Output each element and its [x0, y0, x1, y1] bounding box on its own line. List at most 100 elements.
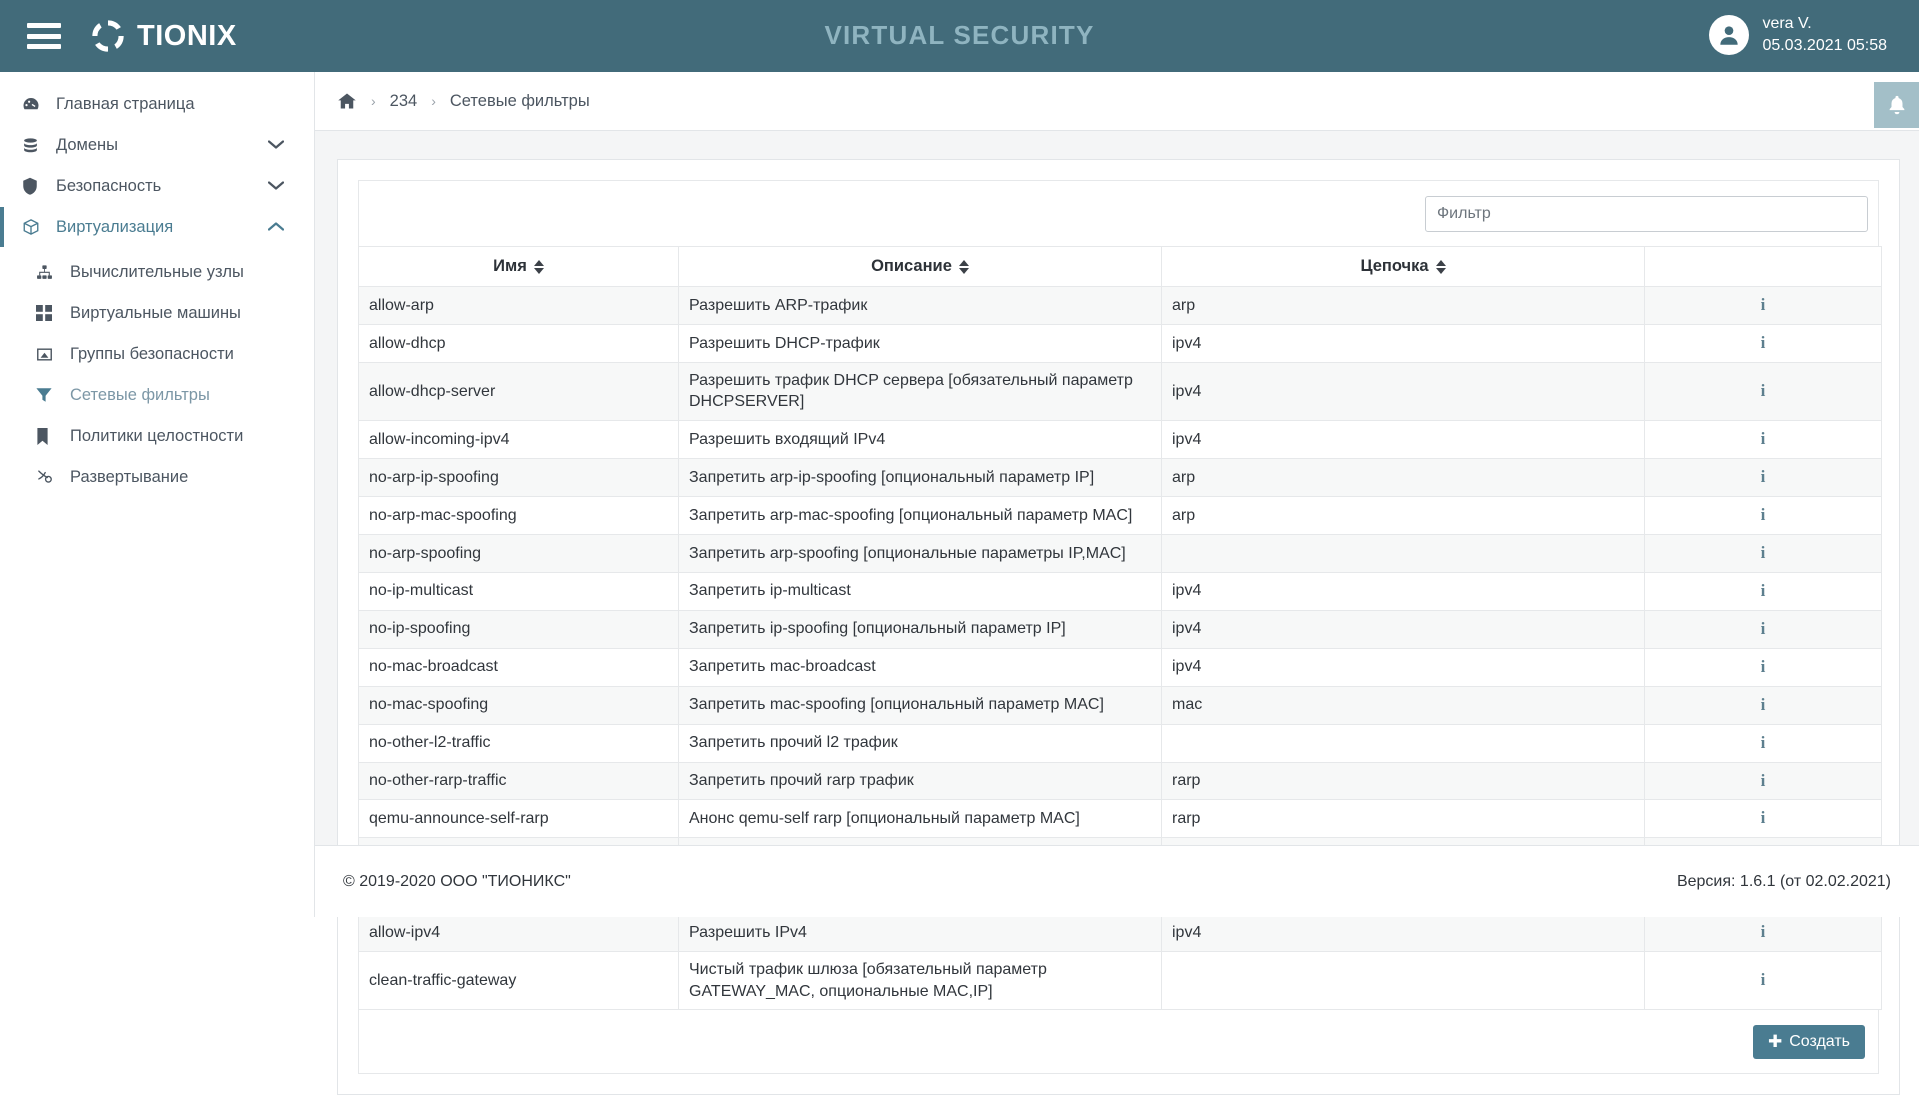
chevron-down-icon[interactable] [267, 177, 285, 196]
sidebar-item-virtual-machines[interactable]: Виртуальные машины [0, 293, 314, 333]
info-icon[interactable]: i [1760, 970, 1766, 990]
info-icon[interactable]: i [1760, 381, 1766, 400]
table-row[interactable]: allow-dhcp-server Разрешить трафик DHCP с… [358, 361, 1882, 422]
info-icon[interactable]: i [1760, 429, 1766, 449]
cell-actions: i [1644, 685, 1882, 725]
cell-chain: arp [1161, 495, 1645, 535]
table-row[interactable]: no-mac-spoofing Запретить mac-spoofing [о… [358, 685, 1882, 725]
sidebar-item-deployment[interactable]: Развертывание [0, 457, 314, 497]
table-row[interactable]: allow-ipv4 Разрешить IPv4 ipv4 i [358, 913, 1882, 953]
table-row[interactable]: allow-arp Разрешить ARP-трафик arp i [358, 286, 1882, 325]
brand-logo[interactable]: TIONIX [89, 17, 237, 55]
sitemap-icon [36, 263, 60, 281]
table-row[interactable]: no-arp-mac-spoofing Запретить arp-mac-spo… [358, 495, 1882, 535]
cell-name: no-ip-spoofing [358, 609, 679, 649]
cell-actions: i [1644, 571, 1882, 611]
cell-name: no-other-rarp-traffic [358, 761, 679, 801]
cell-name: no-other-l2-traffic [358, 723, 679, 763]
cell-name: no-mac-spoofing [358, 685, 679, 725]
sidebar-item-label: Группы безопасности [70, 344, 234, 363]
info-icon[interactable]: i [1760, 656, 1766, 676]
cell-chain: ipv4 [1161, 361, 1645, 422]
cell-description: Запретить arp-ip-spoofing [опциональный … [678, 458, 1162, 497]
cell-actions: i [1644, 495, 1882, 535]
sidebar-item-compute-nodes[interactable]: Вычислительные узлы [0, 252, 314, 292]
sidebar-item-integrity-policies[interactable]: Политики целостности [0, 416, 314, 456]
sidebar-item-home[interactable]: Главная страница [0, 84, 314, 124]
sidebar-item-virtualization[interactable]: Виртуализация [0, 207, 314, 247]
create-button[interactable]: ✚ Создать [1752, 1024, 1865, 1059]
cell-actions: i [1644, 361, 1882, 422]
footer-copyright: © 2019-2020 ООО "ТИОНИКС" [343, 872, 571, 890]
table-row[interactable]: no-arp-ip-spoofing Запретить arp-ip-spoof… [358, 458, 1882, 497]
column-header-actions [1644, 246, 1882, 287]
info-icon[interactable]: i [1760, 770, 1766, 790]
cell-chain: rarp [1161, 761, 1645, 801]
filter-input[interactable] [1425, 195, 1868, 232]
grid-icon [36, 304, 60, 322]
session-datetime: 05.03.2021 05:58 [1762, 36, 1887, 54]
info-icon[interactable]: i [1760, 467, 1766, 486]
create-button-label: Создать [1789, 1032, 1850, 1050]
table-row[interactable]: no-mac-broadcast Запретить mac-broadcast i… [358, 647, 1882, 687]
chevron-up-icon[interactable] [267, 218, 285, 237]
security-group-icon [36, 345, 60, 363]
cell-actions: i [1644, 286, 1882, 325]
sort-icon[interactable] [958, 259, 969, 274]
table-row[interactable]: no-ip-multicast Запретить ip-multicast ipv… [358, 571, 1882, 611]
breadcrumb-project[interactable]: 234 [389, 91, 418, 110]
cell-actions: i [1644, 609, 1882, 649]
sidebar-item-security-groups[interactable]: Группы безопасности [0, 334, 314, 374]
cell-name: allow-ipv4 [358, 913, 679, 953]
sidebar-item-label: Политики целостности [70, 426, 244, 445]
info-icon[interactable]: i [1760, 618, 1766, 638]
info-icon[interactable]: i [1760, 694, 1766, 714]
sidebar-item-network-filters[interactable]: Сетевые фильтры [0, 375, 314, 415]
chevron-down-icon[interactable] [267, 136, 285, 155]
cell-description: Разрешить ARP-трафик [678, 286, 1162, 325]
table-row[interactable]: no-other-rarp-traffic Запретить прочий ra… [358, 761, 1882, 801]
bookmark-icon [36, 427, 60, 445]
cell-description: Разрешить IPv4 [678, 913, 1162, 953]
table-row[interactable]: no-arp-spoofing Запретить arp-spoofing [о… [358, 533, 1882, 573]
column-header-label: Цепочка [1360, 257, 1429, 275]
table-actions-bar: ✚ Создать [358, 1010, 1879, 1075]
table-row[interactable]: qemu-announce-self-rarp Анонс qemu-self r… [358, 799, 1882, 839]
breadcrumb-current: Сетевые фильтры [449, 91, 590, 110]
table-row[interactable]: no-ip-spoofing Запретить ip-spoofing [опц… [358, 609, 1882, 649]
info-icon[interactable]: i [1760, 542, 1766, 562]
hamburger-menu-icon[interactable] [27, 23, 61, 49]
sidebar-item-security[interactable]: Безопасность [0, 166, 314, 206]
filter-icon [36, 386, 60, 404]
footer-version: Версия: 1.6.1 (от 02.02.2021) [1676, 872, 1891, 890]
user-menu[interactable]: vera V. 05.03.2021 05:58 [1709, 13, 1887, 56]
cell-name: clean-traffic-gateway [358, 951, 679, 1011]
info-icon[interactable]: i [1760, 295, 1766, 314]
column-header-chain[interactable]: Цепочка [1161, 246, 1645, 287]
sidebar-item-domains[interactable]: Домены [0, 125, 314, 165]
sort-icon[interactable] [1435, 259, 1446, 274]
table-row[interactable]: allow-dhcp Разрешить DHCP-трафик ipv4 i [358, 323, 1882, 363]
info-icon[interactable]: i [1760, 732, 1766, 752]
info-icon[interactable]: i [1760, 922, 1766, 942]
home-icon[interactable] [337, 91, 357, 111]
info-icon[interactable]: i [1760, 808, 1766, 828]
table-row[interactable]: allow-incoming-ipv4 Разрешить входящий IP… [358, 420, 1882, 459]
sidebar-item-label: Виртуализация [56, 217, 174, 236]
info-icon[interactable]: i [1760, 332, 1766, 352]
cell-actions: i [1644, 647, 1882, 687]
info-icon[interactable]: i [1760, 580, 1766, 600]
sidebar-item-label: Виртуальные машины [70, 303, 241, 322]
info-icon[interactable]: i [1760, 504, 1766, 524]
table-row[interactable]: clean-traffic-gateway Чистый трафик шлюза… [358, 951, 1882, 1011]
column-header-name[interactable]: Имя [358, 246, 679, 287]
bell-icon[interactable] [1874, 82, 1919, 128]
cell-description: Чистый трафик шлюза [обязательный параме… [678, 951, 1162, 1011]
column-header-description[interactable]: Описание [678, 246, 1162, 287]
cell-name: no-arp-mac-spoofing [358, 495, 679, 535]
cell-chain: ipv4 [1161, 913, 1645, 953]
cell-chain: ipv4 [1161, 420, 1645, 459]
table-row[interactable]: no-other-l2-traffic Запретить прочий l2 т… [358, 723, 1882, 763]
sort-icon[interactable] [533, 259, 544, 274]
cell-description: Запретить ip-multicast [678, 571, 1162, 611]
